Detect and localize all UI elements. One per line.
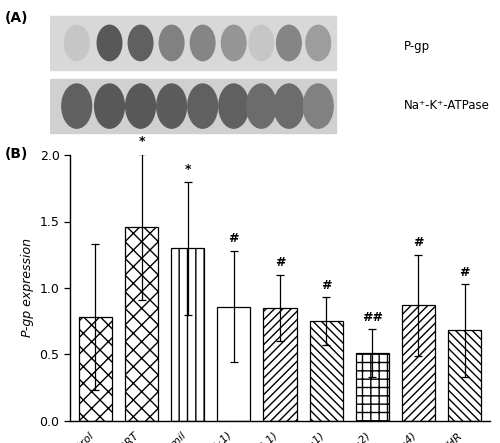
Ellipse shape (160, 25, 184, 61)
Bar (50, 79, 337, 133)
Ellipse shape (304, 84, 333, 128)
Text: #: # (321, 279, 332, 292)
Text: #: # (228, 233, 239, 245)
Ellipse shape (222, 25, 246, 61)
Bar (125, 227, 158, 421)
Bar (264, 308, 296, 421)
Ellipse shape (94, 84, 124, 128)
Y-axis label: P-gp expression: P-gp expression (21, 238, 34, 338)
Text: ##: ## (362, 311, 383, 324)
Bar (356, 353, 389, 421)
Text: P-gp: P-gp (404, 40, 429, 53)
Bar (448, 330, 481, 421)
Bar (217, 307, 250, 421)
Bar (171, 248, 204, 421)
Text: Na⁺-K⁺-ATPase: Na⁺-K⁺-ATPase (404, 99, 490, 112)
Text: #: # (460, 266, 470, 279)
Bar (402, 305, 435, 421)
Ellipse shape (219, 84, 248, 128)
Ellipse shape (246, 84, 276, 128)
Ellipse shape (276, 25, 301, 61)
Text: (A): (A) (5, 11, 28, 25)
Ellipse shape (97, 25, 122, 61)
Text: *: * (184, 163, 191, 176)
Text: #: # (413, 237, 424, 249)
Ellipse shape (190, 25, 215, 61)
Text: (B): (B) (5, 147, 28, 161)
Ellipse shape (64, 25, 89, 61)
Ellipse shape (249, 25, 274, 61)
Ellipse shape (188, 84, 218, 128)
Ellipse shape (156, 84, 186, 128)
Ellipse shape (128, 25, 153, 61)
Ellipse shape (306, 25, 330, 61)
Ellipse shape (126, 84, 156, 128)
Bar (310, 321, 343, 421)
Text: #: # (275, 256, 285, 269)
Bar (50, 16, 337, 70)
Ellipse shape (274, 84, 304, 128)
Text: *: * (138, 136, 145, 148)
Bar (79, 317, 112, 421)
Ellipse shape (62, 84, 92, 128)
